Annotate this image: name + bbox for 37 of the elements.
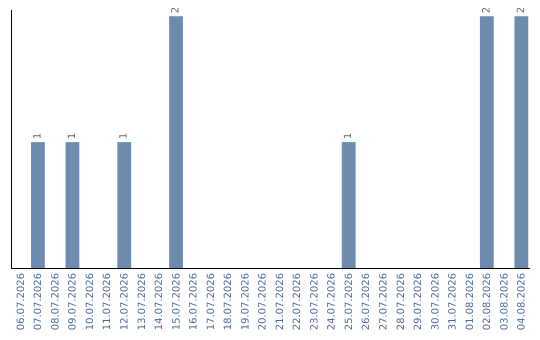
x-tick-label: 17.07.2026 (206, 273, 217, 330)
x-tick-label: 28.07.2026 (396, 273, 407, 330)
x-tick-label: 13.07.2026 (136, 273, 148, 330)
x-tick-label: 19.07.2026 (240, 273, 252, 330)
x-tick-label: 25.07.2026 (344, 273, 355, 330)
x-tick-label: 26.07.2026 (361, 273, 372, 330)
x-tick-label: 18.07.2026 (223, 273, 234, 330)
x-tick-label: 23.07.2026 (309, 273, 320, 330)
x-tick-label: 29.07.2026 (413, 273, 424, 330)
x-tick-label: 20.07.2026 (258, 273, 269, 330)
x-tick-label: 09.07.2026 (68, 273, 79, 330)
x-tick-label: 10.07.2026 (84, 273, 96, 330)
data-label: 2 (481, 6, 492, 14)
x-tick-label: 11.07.2026 (102, 273, 114, 330)
x-tick-label: 06.07.2026 (16, 273, 27, 330)
x-tick-label: 15.07.2026 (171, 273, 182, 330)
data-label: 1 (32, 132, 44, 140)
x-tick-label: 12.07.2026 (119, 273, 130, 330)
x-tick-label: 31.07.2026 (448, 273, 459, 330)
x-tick-label: 04.08.2026 (516, 273, 528, 330)
data-label: 1 (118, 132, 130, 140)
x-tick-label: 14.07.2026 (154, 273, 166, 330)
x-tick-label: 08.07.2026 (50, 273, 62, 330)
data-label: 1 (66, 132, 78, 140)
x-tick-label: 02.08.2026 (482, 273, 494, 330)
x-tick-label: 30.07.2026 (430, 273, 442, 330)
x-tick-label: 27.07.2026 (378, 273, 390, 330)
x-tick-label: 03.08.2026 (499, 273, 510, 330)
x-tick-label: 01.08.2026 (464, 273, 476, 330)
x-tick-label: 22.07.2026 (292, 273, 304, 330)
x-tick-label: 24.07.2026 (326, 273, 338, 330)
data-label: 2 (516, 6, 527, 14)
x-tick-label: 21.07.2026 (274, 273, 286, 330)
x-tick-label: 16.07.2026 (188, 273, 200, 330)
x-tick-label: 07.07.2026 (33, 273, 44, 330)
data-label: 2 (170, 6, 182, 14)
data-label: 1 (343, 132, 354, 140)
